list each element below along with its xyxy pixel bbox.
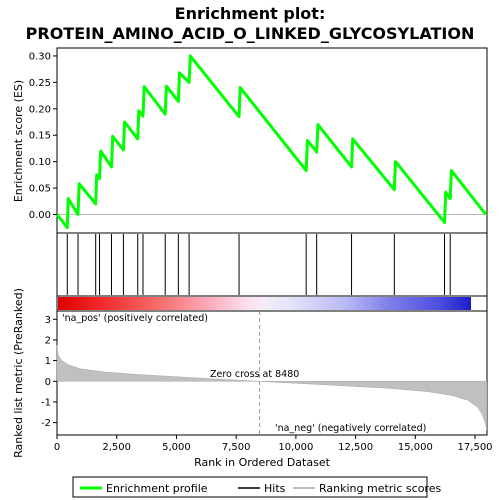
es-y-tick-label: 0.05: [29, 184, 51, 195]
rank-y-axis: 3 2 1 0 -1 -2: [41, 315, 57, 429]
neg-correlated-label: 'na_neg' (negatively correlated): [275, 423, 426, 434]
x-axis-label: Rank in Ordered Dataset: [194, 456, 331, 469]
es-panel: 0.00 0.05 0.10 0.15 0.20 0.25 0.30 Enrichment …: [12, 47, 488, 234]
rank-y-axis-label: Ranked list metric (PreRanked): [12, 288, 25, 458]
x-tick-label: 2,500: [102, 442, 131, 453]
legend-box: [72, 476, 428, 498]
es-y-tick-label: 0.10: [29, 157, 51, 168]
zero-cross-label: Zero cross at 8480: [210, 369, 299, 380]
chart-title-line2: PROTEIN_AMINO_ACID_O_LINKED_GLYCOSYLATIO…: [26, 24, 475, 43]
x-tick-label: 17,500: [458, 442, 493, 453]
es-y-tick-label: 0.25: [29, 78, 51, 89]
es-y-tick-label: 0.20: [29, 104, 51, 115]
ranking-metric-area: [56, 345, 488, 430]
ranking-heat-bar: [58, 297, 471, 310]
rank-y-tick-label: 0: [45, 377, 51, 388]
x-tick-label: 12,500: [338, 442, 373, 453]
rank-y-tick-label: -2: [41, 418, 51, 429]
legend-hits-label: Hits: [264, 482, 286, 495]
rank-y-tick-label: 3: [45, 315, 51, 326]
es-y-axis-label: Enrichment score (ES): [12, 80, 25, 202]
rank-y-tick-label: 2: [45, 335, 51, 346]
es-y-tick-label: 0.30: [29, 51, 51, 62]
enrichment-profile-line: [55, 54, 487, 230]
pos-correlated-label: 'na_pos' (positively correlated): [62, 313, 208, 324]
x-tick-label: 0: [54, 442, 60, 453]
rank-y-tick-label: 1: [45, 356, 51, 367]
es-panel-frame: [56, 47, 488, 234]
hits-panel-frame: [56, 232, 488, 297]
legend-metric-label: Ranking metric scores: [319, 482, 441, 495]
x-tick-label: 10,000: [278, 442, 313, 453]
legend-enrichment-label: Enrichment profile: [106, 482, 208, 495]
hit-marks: [66, 234, 451, 295]
es-y-tick-label: 0.00: [29, 210, 51, 221]
x-axis: 0 2,500 5,000 7,500 10,000 12,500 15,000 17,500: [54, 435, 493, 453]
es-y-tick-label: 0.15: [29, 131, 51, 142]
rank-y-tick-label: -1: [41, 397, 51, 408]
chart-title-line1: Enrichment plot:: [175, 4, 326, 23]
x-tick-label: 5,000: [162, 442, 191, 453]
legend: Enrichment profile Hits Ranking metric s…: [72, 476, 441, 498]
rank-panel: 3 2 1 0 -1 -2 'na_pos' (positively correlated…: [12, 288, 488, 458]
x-tick-label: 15,000: [398, 442, 433, 453]
x-tick-label: 7,500: [222, 442, 251, 453]
es-y-axis: 0.00 0.05 0.10 0.15 0.20 0.25 0.30: [29, 51, 57, 221]
hits-panel: [56, 232, 488, 297]
